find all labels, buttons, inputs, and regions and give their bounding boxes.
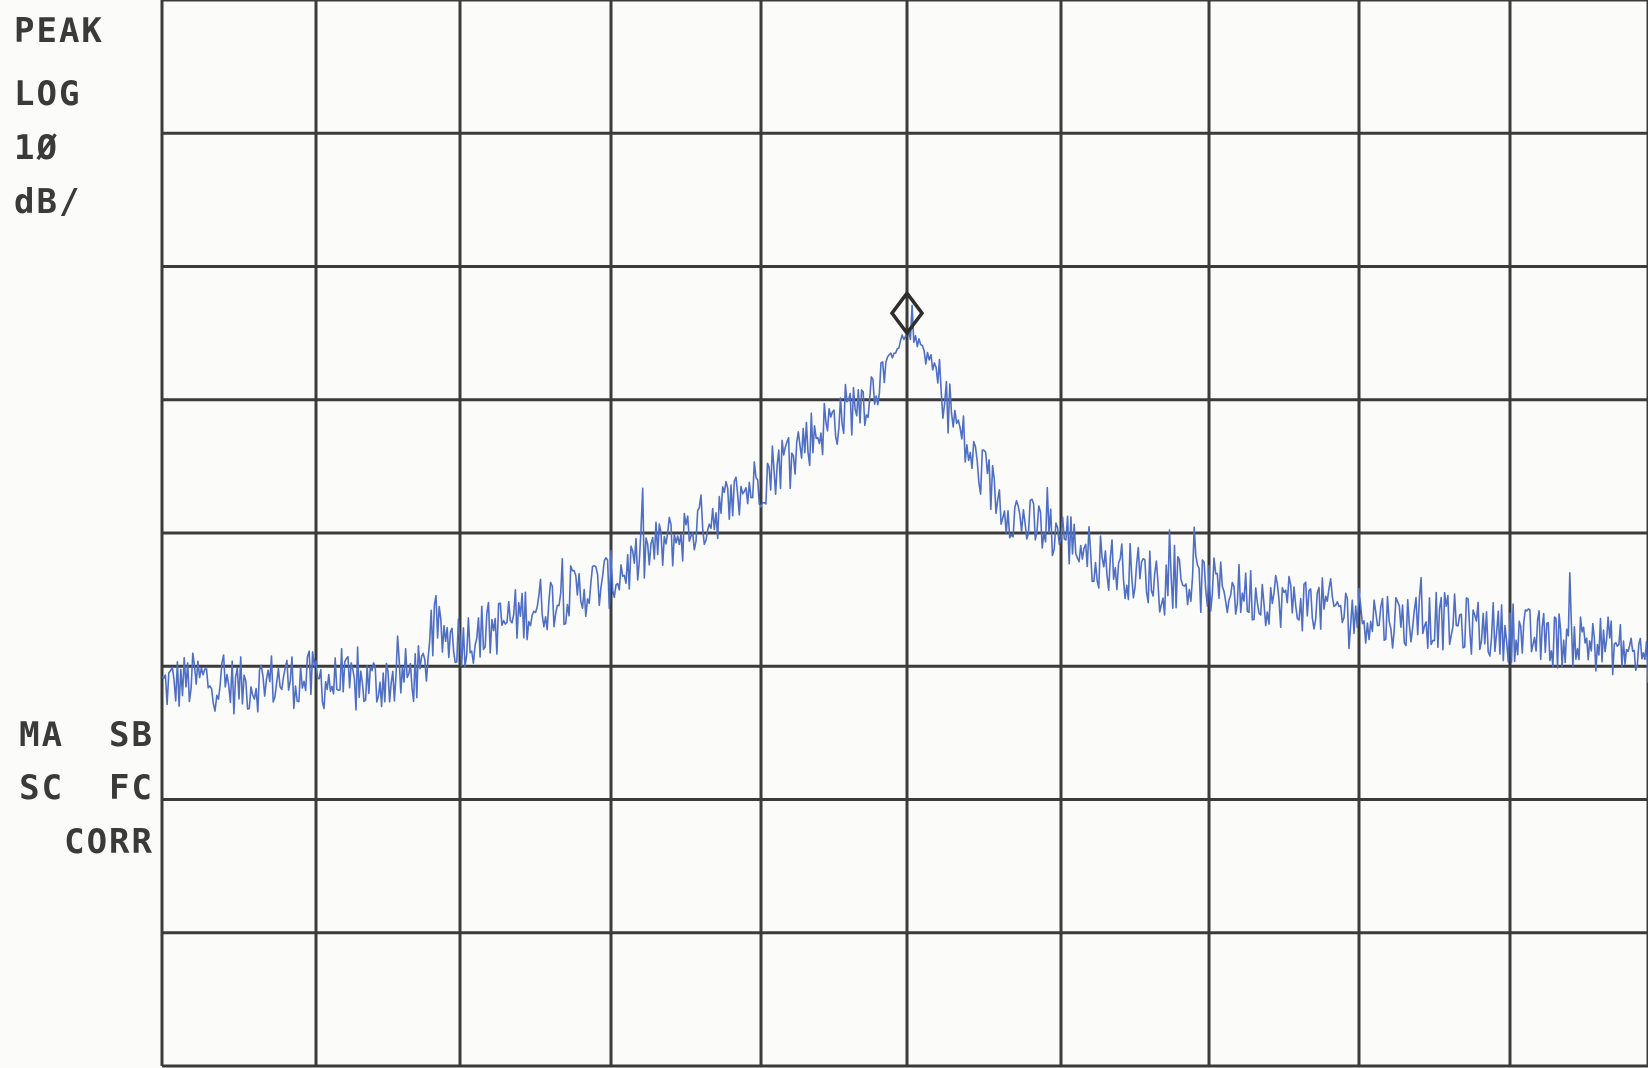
trace-layer bbox=[161, 304, 1648, 715]
detector-label: PEAK bbox=[14, 11, 104, 51]
scale-value-label: 1Ø bbox=[14, 128, 59, 168]
peak-marker-icon bbox=[889, 290, 925, 337]
status-line-2: SC FC bbox=[19, 768, 154, 808]
graticule bbox=[160, 0, 1648, 1068]
status-line-3: CORR bbox=[64, 822, 154, 862]
marker-layer bbox=[889, 290, 925, 337]
scale-unit-label: dB/ bbox=[14, 182, 82, 222]
scale-mode-label: LOG bbox=[14, 74, 82, 114]
spectrum-trace bbox=[161, 304, 1648, 715]
status-line-1: MA SB bbox=[19, 715, 154, 755]
